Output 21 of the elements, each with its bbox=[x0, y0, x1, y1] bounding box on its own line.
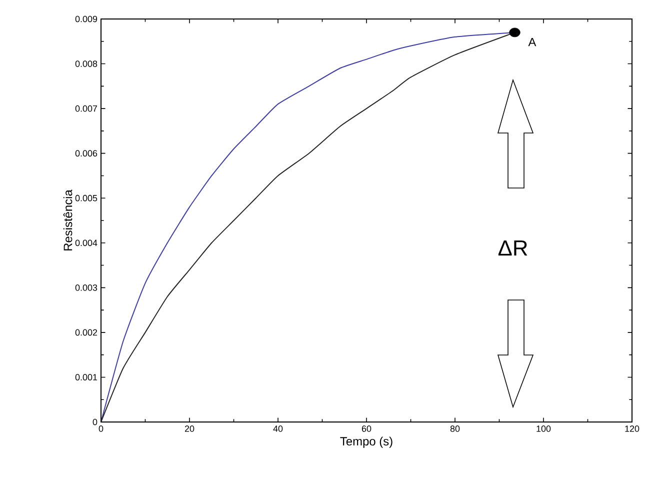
y-tick-label: 0.002 bbox=[75, 329, 98, 336]
y-tick-label: 0.003 bbox=[75, 284, 98, 291]
x-tick-label: 80 bbox=[450, 426, 460, 432]
y-tick-label: 0.009 bbox=[75, 16, 98, 22]
y-tick-label: 0.006 bbox=[75, 150, 98, 157]
x-tick-label: 0 bbox=[98, 426, 104, 432]
y-tick-label: 0.007 bbox=[75, 105, 98, 112]
annotation: A bbox=[528, 38, 536, 46]
y-tick-label: 0.001 bbox=[75, 374, 98, 380]
x-tick-label: 100 bbox=[536, 426, 551, 432]
x-tick-label: 60 bbox=[362, 426, 372, 432]
x-tick-label: 20 bbox=[184, 426, 194, 432]
y-tick-label: 0.004 bbox=[75, 240, 98, 246]
annotation: ΔR bbox=[498, 240, 528, 256]
x-axis-title: Tempo (s) bbox=[340, 436, 392, 448]
y-tick-label: 0.008 bbox=[75, 60, 98, 67]
y-tick-label: 0.005 bbox=[75, 194, 98, 202]
x-tick-label: 40 bbox=[273, 426, 283, 432]
y-tick-label: 0 bbox=[92, 418, 98, 426]
y-axis-title: Resistência bbox=[63, 190, 72, 250]
x-tick-label: 120 bbox=[625, 426, 640, 432]
